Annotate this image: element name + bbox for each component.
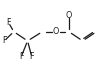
Text: F: F	[2, 36, 6, 45]
Text: F: F	[6, 18, 11, 27]
Text: O: O	[53, 27, 59, 36]
Text: F: F	[30, 52, 34, 61]
Text: O: O	[66, 11, 72, 20]
Text: F: F	[19, 52, 23, 61]
